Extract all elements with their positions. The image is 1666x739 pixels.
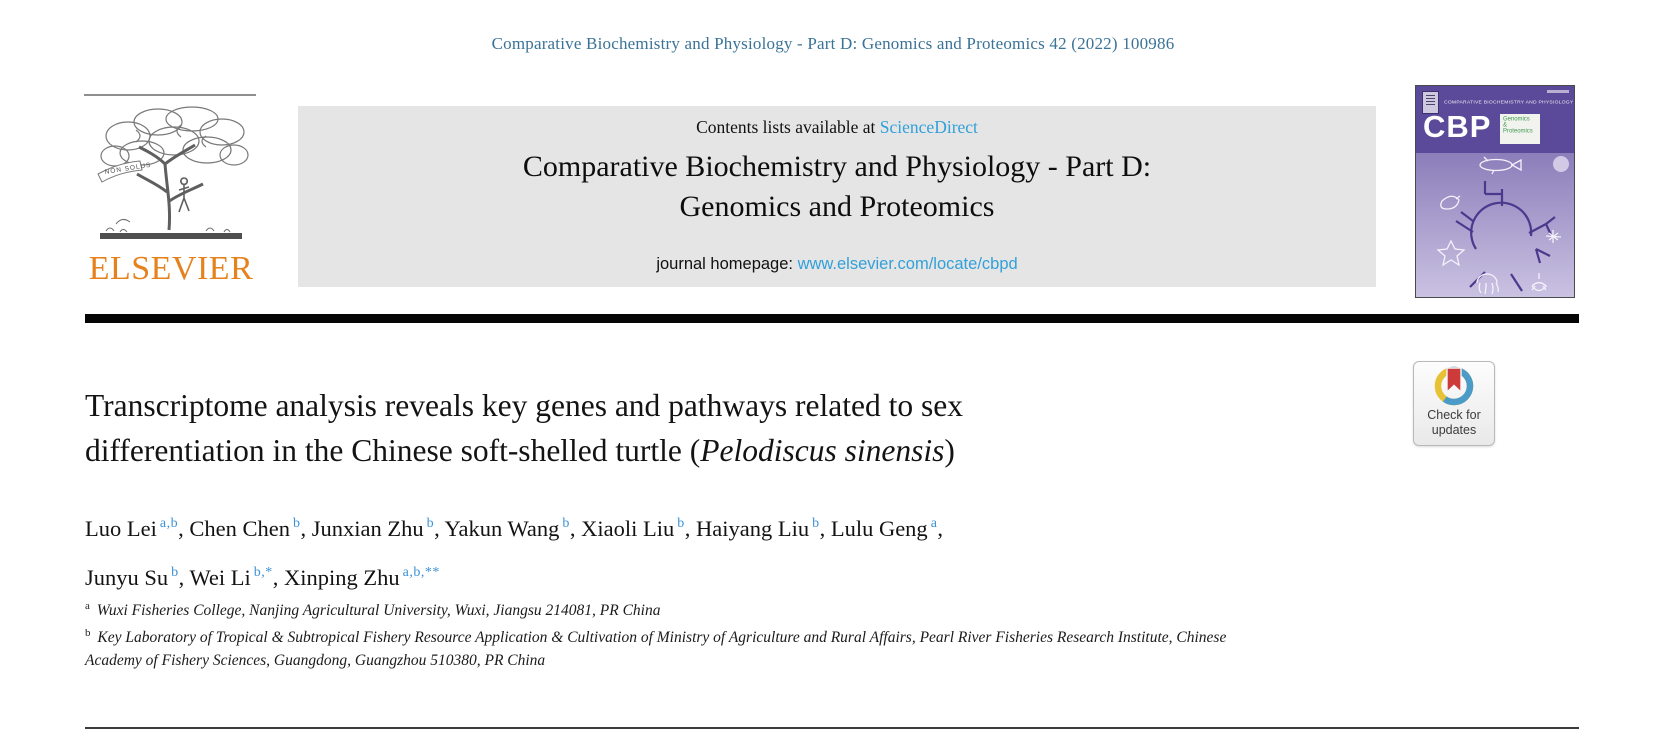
- elsevier-wordmark: ELSEVIER: [88, 250, 254, 287]
- cover-tagline-line2: &: [1503, 121, 1507, 128]
- contents-list-line: Contents lists available at ScienceDirec…: [298, 117, 1376, 138]
- cover-tagline-box: Genomics & Proteomics: [1500, 114, 1540, 144]
- section-divider-rule: [85, 727, 1579, 729]
- author-affiliation-superscript: b: [562, 516, 570, 531]
- affiliation-entry: a Wuxi Fisheries College, Nanjing Agricu…: [85, 600, 661, 619]
- journal-title-line1: Comparative Biochemistry and Physiology …: [522, 150, 1152, 183]
- article-title-line1: Transcriptome analysis reveals key genes…: [85, 388, 963, 423]
- journal-homepage-line: journal homepage: www.elsevier.com/locat…: [298, 255, 1376, 274]
- author-affiliation-superscript: a: [930, 516, 938, 531]
- author-affiliation-superscript: b,*: [253, 565, 273, 580]
- article-title-line2: differentiation in the Chinese soft-shel…: [85, 433, 955, 468]
- cover-journal-name: COMPARATIVE BIOCHEMISTRY AND PHYSIOLOGY: [1444, 99, 1574, 105]
- masthead-divider-rule: [85, 314, 1579, 323]
- author-affiliation-superscript: b: [426, 516, 435, 531]
- author-name: Luo Lei: [85, 516, 157, 541]
- author-name: Junxian Zhu: [311, 516, 424, 541]
- author-name: Xinping Zhu: [284, 565, 400, 590]
- homepage-prefix: journal homepage:: [656, 255, 798, 273]
- journal-masthead-banner: Contents lists available at ScienceDirec…: [298, 106, 1376, 287]
- author-name: Lulu Geng: [830, 516, 928, 541]
- sciencedirect-link[interactable]: ScienceDirect: [879, 117, 978, 137]
- author-affiliation-superscript: a,b: [159, 516, 179, 531]
- check-for-updates-label: Check for updates: [1427, 408, 1481, 437]
- check-for-updates-badge[interactable]: Check for updates: [1413, 361, 1495, 446]
- cover-title-band: COMPARATIVE BIOCHEMISTRY AND PHYSIOLOGY …: [1416, 86, 1574, 153]
- journal-title-line2: Genomics and Proteomics: [679, 190, 995, 223]
- article-citation-line: Comparative Biochemistry and Physiology …: [491, 34, 1175, 53]
- affiliation-list: a Wuxi Fisheries College, Nanjing Agricu…: [85, 595, 1280, 672]
- cover-artwork: [1416, 153, 1574, 297]
- author-affiliation-superscript: a,b,**: [402, 565, 440, 580]
- author-list: Luo Lei a,b, Chen Chen b, Junxian Zhu b, Ya…: [85, 516, 944, 590]
- author-name: Junyu Su: [85, 565, 169, 590]
- author-name: Wei Li: [189, 565, 251, 590]
- author-affiliation-superscript: b: [677, 516, 685, 531]
- logo-top-divider: [84, 94, 256, 96]
- author-name: Chen Chen: [189, 516, 290, 541]
- affiliation-superscript: a: [85, 600, 90, 612]
- elsevier-tree-icon: NON SOLUS: [97, 106, 249, 239]
- cover-issn-mark: [1547, 90, 1569, 93]
- author-affiliation-superscript: b: [171, 565, 179, 580]
- author-name: Yakun Wang: [444, 516, 560, 541]
- affiliation-superscript: b: [85, 627, 91, 639]
- author-affiliation-superscript: b: [292, 516, 301, 531]
- cover-phylogeny-art-icon: [1436, 156, 1569, 295]
- article-title: Transcriptome analysis reveals key genes…: [85, 383, 1285, 473]
- journal-homepage-link[interactable]: www.elsevier.com/locate/cbpd: [797, 255, 1018, 273]
- journal-cover-thumbnail[interactable]: COMPARATIVE BIOCHEMISTRY AND PHYSIOLOGY …: [1415, 85, 1575, 298]
- journal-title: Comparative Biochemistry and Physiology …: [298, 147, 1376, 227]
- cover-elsevier-mini-logo-icon: [1422, 91, 1439, 114]
- author-name: Xiaoli Liu: [581, 516, 675, 541]
- crossmark-icon: [1434, 366, 1474, 406]
- author-affiliation-superscript: b: [812, 516, 820, 531]
- cover-tagline-line1: Genomics: [1503, 115, 1530, 122]
- author-name: Haiyang Liu: [695, 516, 810, 541]
- cover-abbreviation: CBP: [1423, 109, 1492, 144]
- contents-prefix: Contents lists available at: [696, 117, 880, 137]
- affiliation-entry: b Key Laboratory of Tropical & Subtropic…: [85, 627, 1227, 669]
- species-name: Pelodiscus sinensis: [700, 433, 945, 468]
- elsevier-logo-block: NON SOLUS ELSEVIER: [84, 94, 258, 288]
- cover-tagline-line3: Proteomics: [1503, 127, 1533, 134]
